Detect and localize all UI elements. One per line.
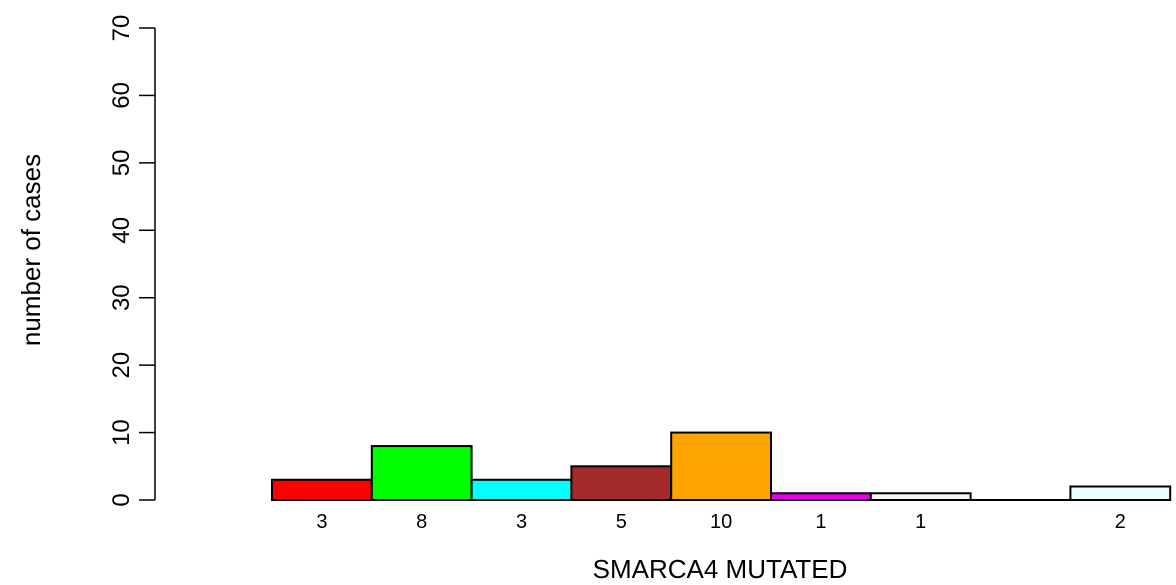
y-tick-label: 10	[108, 419, 135, 446]
bar	[370, 445, 473, 501]
bar	[570, 465, 673, 501]
y-tick-label: 60	[108, 82, 135, 109]
y-tick-label: 30	[108, 284, 135, 311]
y-tick-label: 50	[108, 150, 135, 177]
y-axis-title: number of cases	[16, 154, 46, 346]
bar-value-label: 1	[915, 511, 926, 533]
x-axis-title: SMARCA4 MUTATED	[593, 554, 848, 584]
bar-value-label: 3	[316, 511, 327, 533]
y-tick-label: 0	[108, 493, 135, 506]
y-tick-label: 40	[108, 217, 135, 244]
bar	[1069, 485, 1172, 501]
bars	[271, 431, 1172, 502]
bar-value-label: 5	[616, 511, 627, 533]
bar	[670, 431, 773, 502]
bar-value-label: 2	[1115, 511, 1126, 533]
y-axis: 0 10 20 30 40 50 60 70	[108, 15, 156, 507]
bar	[869, 492, 972, 501]
bar-value-label: 3	[516, 511, 527, 533]
bar	[770, 492, 872, 501]
bar	[470, 478, 573, 501]
y-tick-label: 70	[108, 15, 135, 42]
bar	[271, 478, 373, 501]
y-tick-label: 20	[108, 352, 135, 379]
bar-value-label: 10	[710, 511, 732, 533]
bar-labels: 3 8 3 5 10 1 1 2	[316, 511, 1126, 533]
bar-value-label: 8	[416, 511, 427, 533]
bar-value-label: 1	[815, 511, 826, 533]
